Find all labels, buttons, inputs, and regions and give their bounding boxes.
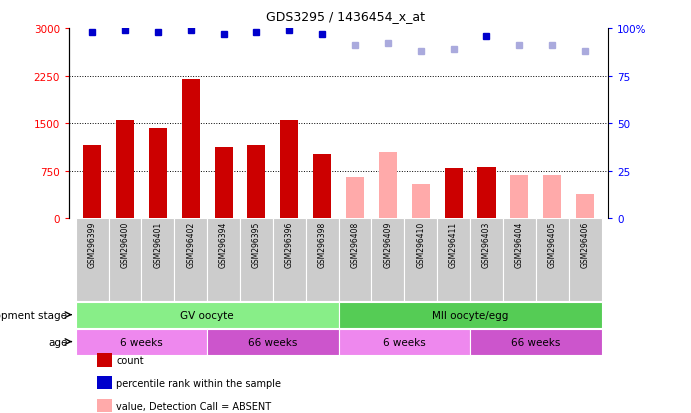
Bar [76, 329, 207, 355]
Text: GDS3295 / 1436454_x_at: GDS3295 / 1436454_x_at [266, 10, 425, 23]
Bar [477, 168, 495, 219]
Bar [437, 219, 470, 301]
Text: age: age [48, 337, 68, 347]
Bar [313, 154, 331, 219]
Bar [142, 219, 174, 301]
Text: GSM296405: GSM296405 [548, 221, 557, 268]
Text: GSM296402: GSM296402 [186, 221, 195, 268]
Bar [182, 80, 200, 219]
Text: GSM296404: GSM296404 [515, 221, 524, 268]
Text: 66 weeks: 66 weeks [248, 337, 298, 347]
Bar [379, 152, 397, 219]
Bar [503, 219, 536, 301]
Text: GV oocyte: GV oocyte [180, 310, 234, 320]
Bar [470, 219, 503, 301]
Text: 66 weeks: 66 weeks [511, 337, 560, 347]
Bar [149, 128, 167, 219]
Text: percentile rank within the sample: percentile rank within the sample [116, 378, 281, 388]
Text: GSM296408: GSM296408 [350, 221, 359, 268]
Text: GSM296409: GSM296409 [384, 221, 392, 268]
Bar [76, 219, 108, 301]
Text: GSM296411: GSM296411 [449, 221, 458, 267]
Bar [281, 121, 299, 219]
Bar [536, 219, 569, 301]
Bar [207, 219, 240, 301]
Bar [207, 329, 339, 355]
Bar [576, 195, 594, 219]
Bar [339, 302, 601, 328]
Bar [76, 302, 339, 328]
Text: GSM296395: GSM296395 [252, 221, 261, 268]
Text: GSM296394: GSM296394 [219, 221, 228, 268]
Bar [339, 219, 372, 301]
Bar [174, 219, 207, 301]
Text: value, Detection Call = ABSENT: value, Detection Call = ABSENT [116, 401, 271, 411]
Text: GSM296406: GSM296406 [580, 221, 589, 268]
Bar [412, 184, 430, 219]
Bar [470, 329, 601, 355]
Bar [305, 219, 339, 301]
Text: 6 weeks: 6 weeks [383, 337, 426, 347]
Text: GSM296410: GSM296410 [416, 221, 425, 268]
Bar [346, 177, 364, 219]
Bar [240, 219, 273, 301]
Text: 6 weeks: 6 weeks [120, 337, 163, 347]
Text: development stage: development stage [0, 310, 68, 320]
Text: GSM296401: GSM296401 [153, 221, 162, 268]
Bar [273, 219, 305, 301]
Bar [108, 219, 142, 301]
Bar [543, 176, 561, 219]
Text: GSM296398: GSM296398 [318, 221, 327, 268]
Bar [214, 148, 233, 219]
Bar [247, 146, 265, 219]
Bar [569, 219, 601, 301]
Bar [511, 176, 529, 219]
Bar [116, 121, 134, 219]
Text: GSM296396: GSM296396 [285, 221, 294, 268]
Bar [339, 329, 470, 355]
Bar [444, 168, 463, 219]
Text: GSM296399: GSM296399 [88, 221, 97, 268]
Text: MII oocyte/egg: MII oocyte/egg [432, 310, 509, 320]
Bar [83, 146, 101, 219]
Text: count: count [116, 355, 144, 365]
Text: GSM296400: GSM296400 [120, 221, 129, 268]
Bar [372, 219, 404, 301]
Text: GSM296403: GSM296403 [482, 221, 491, 268]
Bar [404, 219, 437, 301]
